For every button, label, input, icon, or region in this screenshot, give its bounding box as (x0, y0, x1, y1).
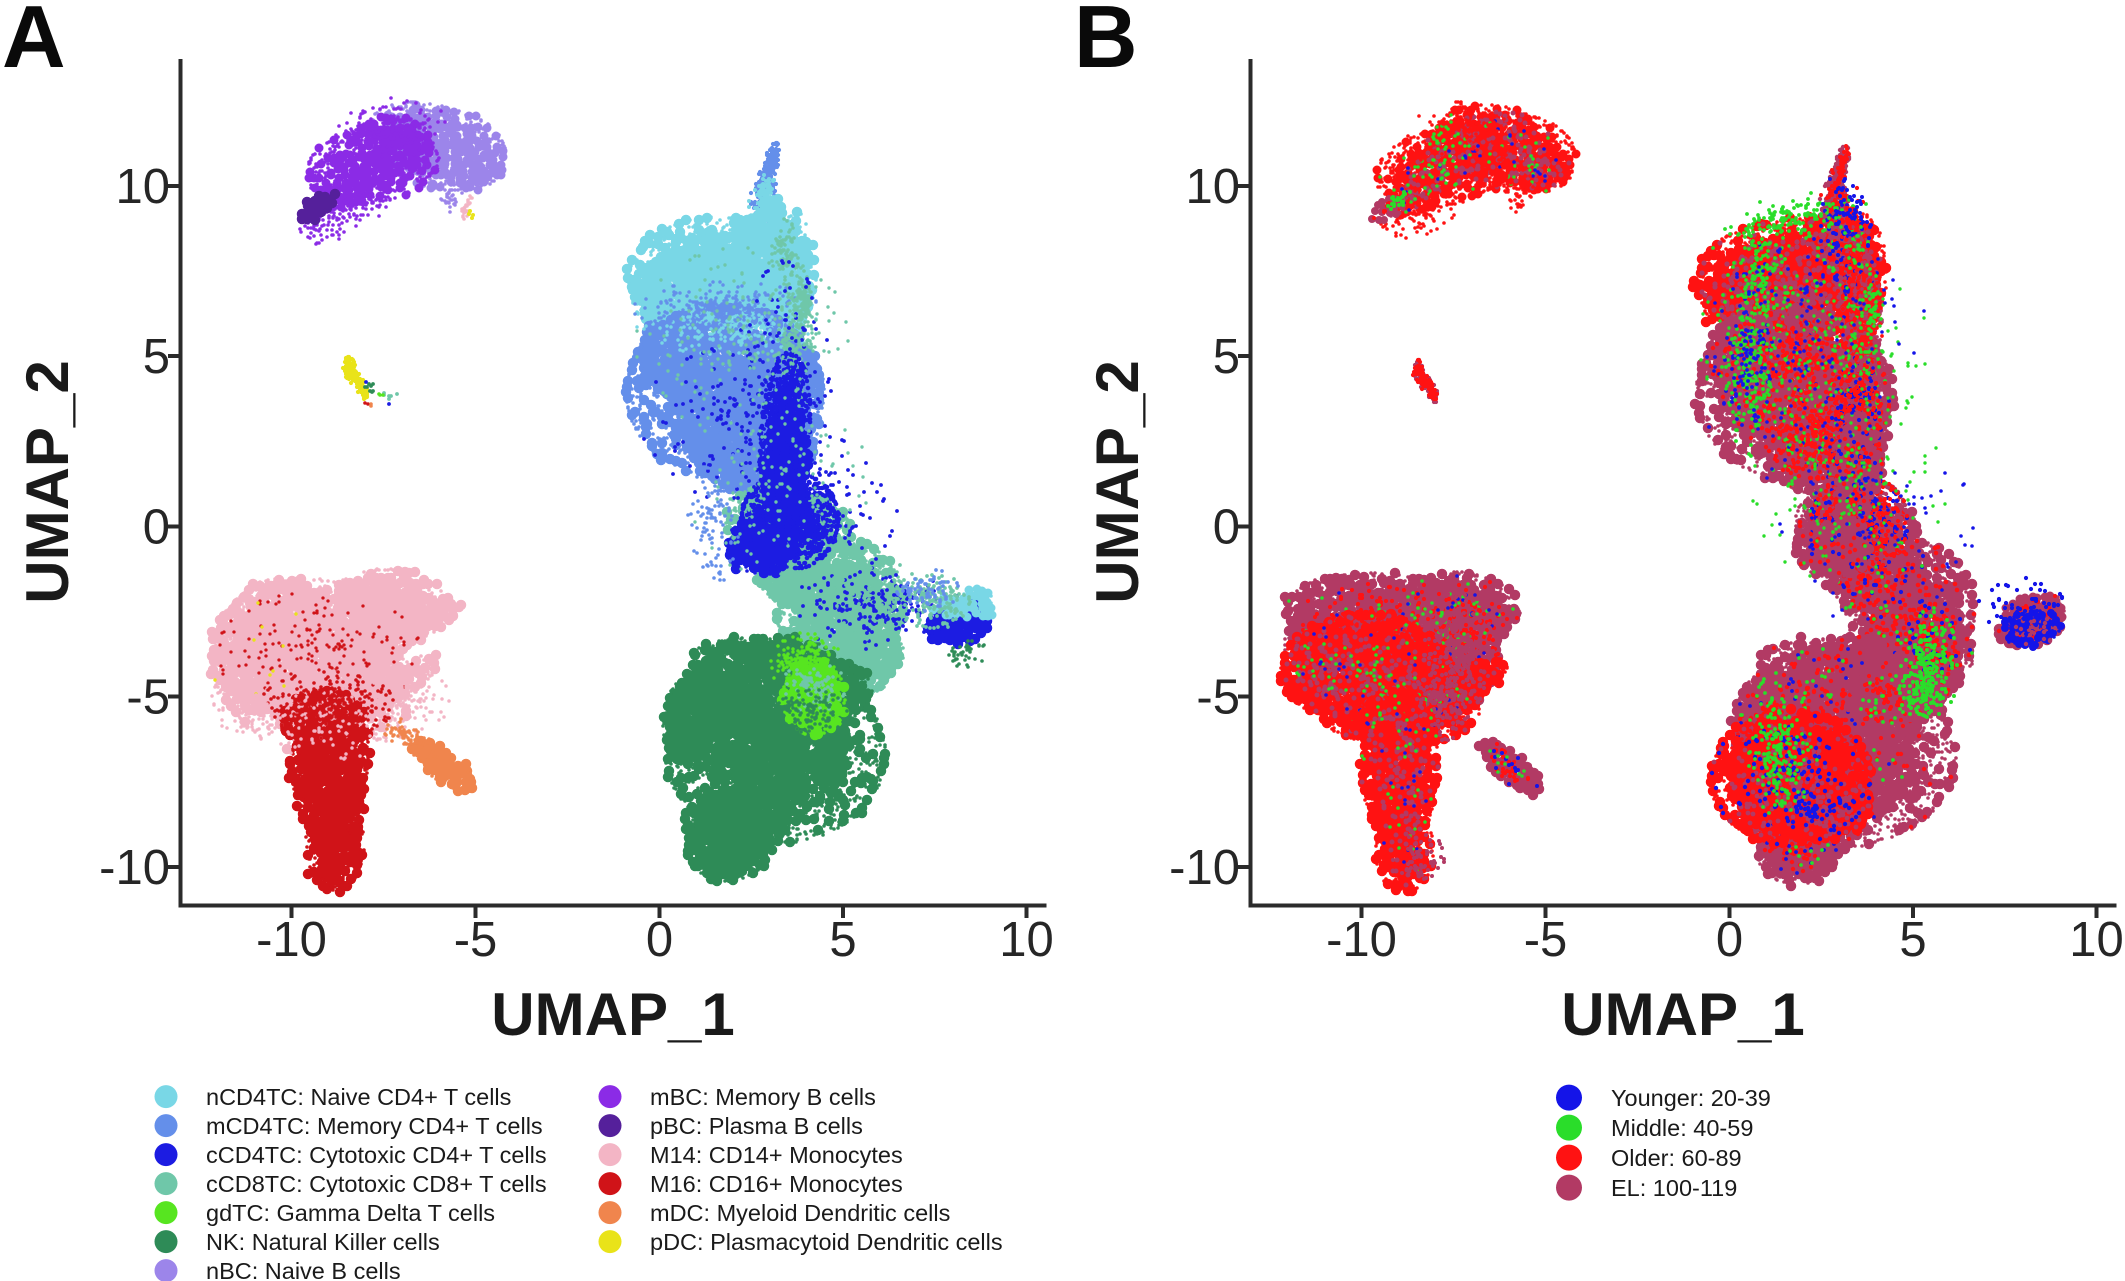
svg-text:10: 10 (1185, 160, 1240, 214)
svg-text:B: B (1074, 0, 1138, 86)
svg-text:-10: -10 (1326, 913, 1397, 967)
svg-text:5: 5 (1213, 330, 1240, 384)
svg-text:UMAP_1: UMAP_1 (1561, 981, 1804, 1048)
svg-text:0: 0 (143, 501, 170, 555)
svg-text:Middle: 40-59: Middle: 40-59 (1611, 1115, 1753, 1141)
svg-text:5: 5 (1899, 913, 1926, 967)
svg-text:gdTC: Gamma Delta T cells: gdTC: Gamma Delta T cells (206, 1200, 495, 1226)
svg-text:pBC: Plasma B cells: pBC: Plasma B cells (650, 1113, 863, 1139)
svg-text:-5: -5 (454, 913, 498, 967)
svg-text:A: A (2, 0, 66, 86)
svg-text:mBC: Memory B cells: mBC: Memory B cells (650, 1084, 876, 1110)
svg-text:-5: -5 (126, 671, 170, 725)
svg-text:-10: -10 (1169, 841, 1240, 895)
svg-text:-10: -10 (256, 913, 327, 967)
svg-text:10: 10 (2069, 913, 2124, 967)
svg-text:nCD4TC: Naive CD4+ T cells: nCD4TC: Naive CD4+ T cells (206, 1084, 511, 1110)
svg-text:nBC: Naive B cells: nBC: Naive B cells (206, 1258, 401, 1281)
svg-text:NK: Natural Killer cells: NK: Natural Killer cells (206, 1229, 440, 1255)
svg-text:0: 0 (646, 913, 673, 967)
svg-text:mDC: Myeloid Dendritic cells: mDC: Myeloid Dendritic cells (650, 1200, 950, 1226)
svg-text:-10: -10 (99, 841, 170, 895)
svg-text:mCD4TC: Memory CD4+ T cells: mCD4TC: Memory CD4+ T cells (206, 1113, 543, 1139)
svg-text:10: 10 (115, 160, 170, 214)
svg-text:cCD4TC: Cytotoxic CD4+ T cells: cCD4TC: Cytotoxic CD4+ T cells (206, 1142, 547, 1168)
svg-text:-5: -5 (1524, 913, 1568, 967)
svg-text:cCD8TC: Cytotoxic CD8+ T cells: cCD8TC: Cytotoxic CD8+ T cells (206, 1171, 547, 1197)
svg-text:EL: 100-119: EL: 100-119 (1611, 1175, 1737, 1201)
svg-text:0: 0 (1213, 501, 1240, 555)
svg-text:0: 0 (1716, 913, 1743, 967)
svg-text:UMAP_2: UMAP_2 (1084, 360, 1151, 603)
svg-text:M16: CD16+ Monocytes: M16: CD16+ Monocytes (650, 1171, 903, 1197)
svg-text:-5: -5 (1196, 671, 1240, 725)
svg-text:UMAP_2: UMAP_2 (14, 360, 81, 603)
svg-text:5: 5 (829, 913, 856, 967)
svg-text:pDC: Plasmacytoid Dendritic ce: pDC: Plasmacytoid Dendritic cells (650, 1229, 1003, 1255)
svg-text:Younger: 20-39: Younger: 20-39 (1611, 1085, 1771, 1111)
svg-text:M14: CD14+ Monocytes: M14: CD14+ Monocytes (650, 1142, 903, 1168)
svg-text:UMAP_1: UMAP_1 (491, 981, 734, 1048)
svg-text:10: 10 (999, 913, 1054, 967)
svg-text:5: 5 (143, 330, 170, 384)
svg-text:Older: 60-89: Older: 60-89 (1611, 1145, 1742, 1171)
